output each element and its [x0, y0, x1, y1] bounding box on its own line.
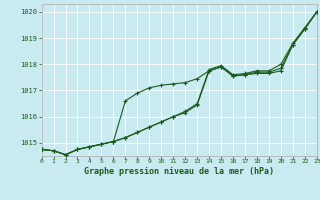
- X-axis label: Graphe pression niveau de la mer (hPa): Graphe pression niveau de la mer (hPa): [84, 167, 274, 176]
